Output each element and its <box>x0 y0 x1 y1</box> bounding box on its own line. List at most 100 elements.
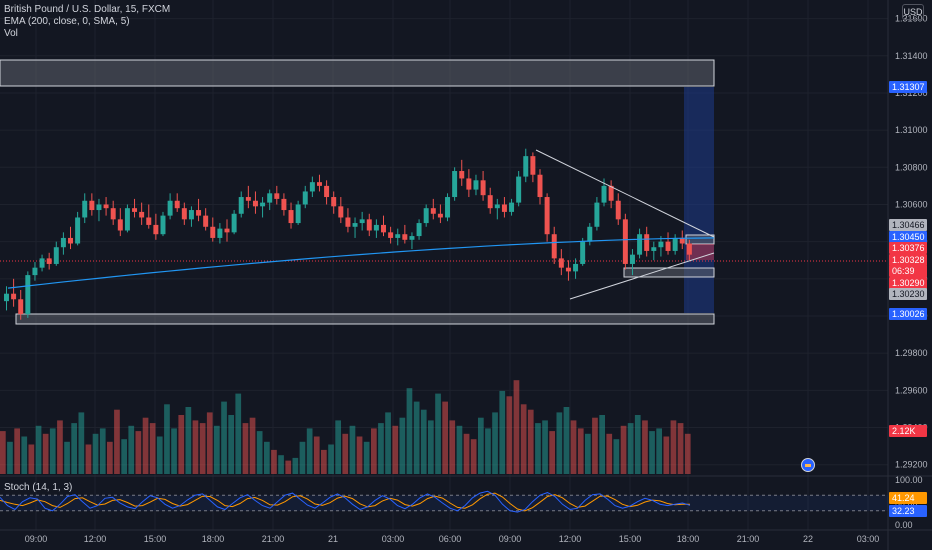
time-tick-label: 12:00 <box>84 534 107 544</box>
volume-bar <box>420 409 427 474</box>
volume-bar <box>278 455 284 474</box>
volume-bar <box>428 420 434 474</box>
projection-zone <box>684 87 714 313</box>
ema-indicator-label[interactable]: EMA (200, close, 0, SMA, 5) <box>4 16 130 27</box>
volume-bar <box>313 436 320 474</box>
price-tag <box>889 265 927 277</box>
currency-button[interactable]: USD <box>902 4 924 20</box>
candle <box>309 182 315 192</box>
candle <box>18 299 24 315</box>
candle <box>217 228 223 238</box>
volume-bar <box>442 401 448 474</box>
candle <box>324 185 330 198</box>
price-tag-label: 1.31307 <box>892 82 925 92</box>
volume-bar <box>634 415 641 474</box>
volume-bar <box>192 420 199 474</box>
candle <box>196 210 202 216</box>
candle <box>25 275 31 315</box>
candle <box>601 185 607 203</box>
candle <box>402 234 408 240</box>
candle <box>651 247 657 251</box>
candle <box>260 202 266 207</box>
symbol-title[interactable]: British Pound / U.S. Dollar, 15, FXCM <box>4 4 171 15</box>
candle <box>494 204 500 209</box>
economic-event-icon[interactable] <box>801 458 815 472</box>
volume-bar <box>399 417 406 474</box>
volume-bar <box>128 425 135 474</box>
candle <box>537 174 543 198</box>
volume-bar <box>620 425 627 474</box>
volume-bar <box>14 428 20 474</box>
candle <box>509 202 515 212</box>
time-tick-label: 18:00 <box>202 534 225 544</box>
candle <box>686 243 692 255</box>
candle <box>409 236 415 240</box>
volume-bar <box>264 441 270 474</box>
candle <box>551 234 557 259</box>
candle <box>366 219 372 231</box>
candle <box>46 258 52 264</box>
candle <box>124 208 130 231</box>
stoch-band <box>0 495 888 511</box>
candle <box>459 171 465 179</box>
volume-bar <box>171 428 177 474</box>
price-tag <box>889 254 927 266</box>
candle <box>231 213 237 233</box>
volume-bar <box>92 433 99 474</box>
stoch-tag-label: 41.24 <box>892 493 915 503</box>
candle <box>516 176 522 203</box>
time-tick-label: 22 <box>803 534 813 544</box>
volume-bar <box>35 425 42 474</box>
volume-bar <box>456 425 463 474</box>
candle <box>89 200 95 211</box>
time-tick-label: 18:00 <box>677 534 700 544</box>
volume-bar <box>556 412 563 474</box>
volume-bar <box>156 436 163 474</box>
stoch-indicator-label[interactable]: Stoch (14, 1, 3) <box>4 482 73 493</box>
short-position-zone <box>686 244 714 260</box>
time-tick-label: 12:00 <box>559 534 582 544</box>
price-tick-label: 1.30800 <box>895 162 928 172</box>
volume-indicator-label[interactable]: Vol <box>4 28 18 39</box>
candle <box>544 197 550 235</box>
candle <box>245 197 251 201</box>
volume-bar <box>114 409 120 474</box>
candle <box>117 219 123 231</box>
candle <box>622 219 628 264</box>
candle <box>267 193 273 203</box>
candle <box>672 237 678 251</box>
volume-bar <box>677 423 684 474</box>
candle <box>82 200 88 218</box>
volume-bar <box>520 404 527 474</box>
price-tick-label: 1.29800 <box>895 348 928 358</box>
time-tick-label: 15:00 <box>619 534 642 544</box>
candle <box>160 215 166 235</box>
price-tick-label: 1.31400 <box>895 51 928 61</box>
volume-bar <box>21 436 28 474</box>
volume-bar <box>228 415 234 474</box>
time-tick-label: 21:00 <box>737 534 760 544</box>
volume-bar <box>64 441 70 474</box>
volume-bar <box>71 423 77 474</box>
stoch-d-line <box>0 492 690 512</box>
candle <box>210 226 216 238</box>
volume-bar <box>321 449 327 474</box>
time-tick-label: 21 <box>328 534 338 544</box>
price-tag <box>889 308 927 320</box>
candle <box>466 178 472 190</box>
candle <box>110 208 116 220</box>
candle <box>103 204 109 209</box>
volume-bar <box>335 420 341 474</box>
candle <box>388 232 394 238</box>
candle <box>132 208 138 212</box>
candle <box>75 217 81 244</box>
candle <box>188 210 194 220</box>
candle <box>587 226 593 242</box>
volume-bar <box>649 431 655 474</box>
volume-bar <box>435 393 441 474</box>
price-tick-label: 1.29200 <box>895 460 928 470</box>
range-high-box <box>685 234 715 245</box>
volume-bar <box>42 433 49 474</box>
candle <box>252 200 258 207</box>
